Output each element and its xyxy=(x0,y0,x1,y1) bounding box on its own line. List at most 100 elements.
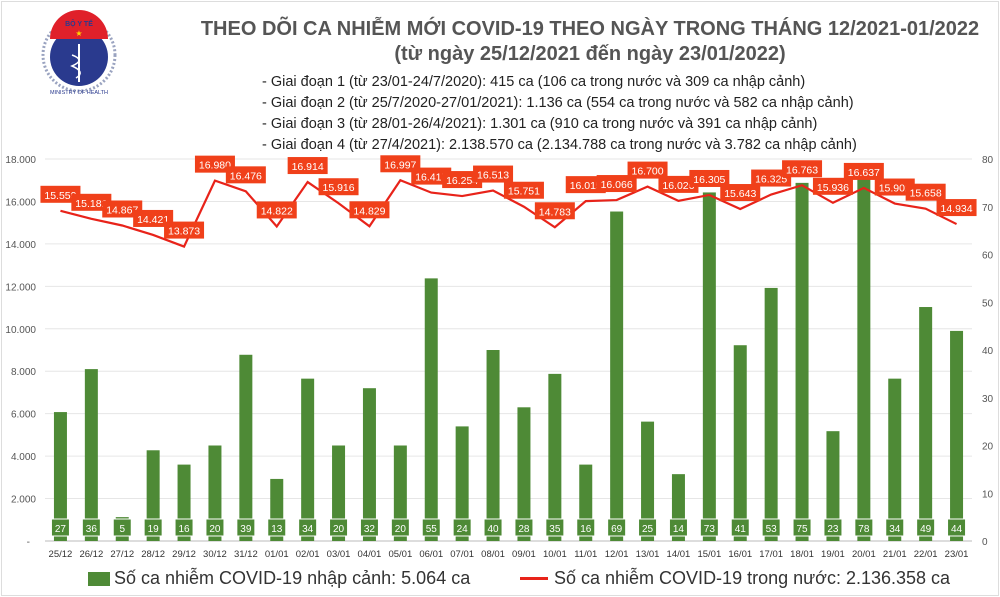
bar-data-label: 23 xyxy=(827,524,839,535)
line-label-box xyxy=(380,155,421,173)
bar-label-box xyxy=(761,518,781,537)
x-axis-tick: 26/12 xyxy=(79,549,103,560)
left-axis-tick: 18.000 xyxy=(5,155,36,166)
bar xyxy=(301,378,315,541)
line-data-label: 16.026 xyxy=(662,180,694,192)
x-axis-tick: 11/01 xyxy=(574,549,597,560)
x-axis-tick: 12/01 xyxy=(605,549,629,560)
phase-note-4: - Giai đoạn 4 (từ 27/4/2021): 2.138.570 … xyxy=(262,137,857,153)
bar xyxy=(239,354,253,541)
line-label-box xyxy=(442,171,483,189)
x-axis-tick: 31/12 xyxy=(234,549,258,560)
line-label-box xyxy=(751,169,792,187)
line-data-label: 16.417 xyxy=(415,172,447,184)
left-axis-tick: 4.000 xyxy=(11,452,36,463)
line-data-label: 16.914 xyxy=(292,161,324,173)
left-axis-tick: 16.000 xyxy=(5,197,36,208)
svg-text:★: ★ xyxy=(75,29,82,38)
bar-data-label: 20 xyxy=(209,524,221,535)
bar-label-box xyxy=(329,518,349,537)
line-label-box xyxy=(782,160,823,178)
line-label-box xyxy=(596,175,637,193)
x-axis-tick: 03/01 xyxy=(327,549,351,560)
bar-label-box xyxy=(792,518,812,537)
bar-data-label: 41 xyxy=(735,524,747,535)
bar-data-label: 44 xyxy=(951,524,963,535)
bar-label-box xyxy=(359,518,379,537)
bar xyxy=(455,426,469,541)
line-data-label: 15.902 xyxy=(879,183,911,195)
bar xyxy=(486,350,500,541)
line-data-label: 16.997 xyxy=(384,159,416,171)
left-axis-tick: 8.000 xyxy=(11,367,36,378)
line-label-box xyxy=(473,165,514,183)
bar-label-box xyxy=(50,518,70,537)
bar-data-label: 20 xyxy=(333,524,345,535)
line-label-box xyxy=(411,167,452,185)
line-data-label: 15.751 xyxy=(508,186,540,198)
line-label-box xyxy=(349,201,390,219)
bar-data-label: 34 xyxy=(889,524,901,535)
bar-label-box xyxy=(81,518,101,537)
bar-label-box xyxy=(143,518,163,537)
phase-note-3: - Giai đoạn 3 (từ 28/01-26/4/2021): 1.30… xyxy=(262,116,818,132)
line-label-box xyxy=(287,157,328,175)
x-axis-tick: 16/01 xyxy=(728,549,752,560)
bar-data-label: 75 xyxy=(796,524,808,535)
bar xyxy=(517,407,531,541)
bar xyxy=(857,168,871,542)
x-axis-tick: 05/01 xyxy=(388,549,412,560)
bar xyxy=(733,345,747,541)
bar-label-box xyxy=(421,518,441,537)
x-axis-tick: 13/01 xyxy=(636,549,660,560)
line-label-box xyxy=(905,183,946,201)
left-axis-tick: 2.000 xyxy=(11,495,36,506)
line-data-label: 15.658 xyxy=(910,188,942,200)
x-axis-tick: 20/01 xyxy=(852,549,876,560)
x-axis-tick: 25/12 xyxy=(49,549,73,560)
bar-data-label: 73 xyxy=(704,524,716,535)
bar-data-label: 14 xyxy=(673,524,685,535)
line-data-label: 15.916 xyxy=(322,182,354,194)
bar xyxy=(548,373,562,541)
line-data-label: 16.763 xyxy=(786,164,818,176)
right-axis-tick: 80 xyxy=(982,155,994,166)
bar xyxy=(332,445,346,541)
line-label-box xyxy=(71,193,112,211)
bar xyxy=(826,431,840,541)
x-axis-tick: 15/01 xyxy=(697,549,721,560)
bar-data-label: 35 xyxy=(549,524,561,535)
bar-label-box xyxy=(545,518,565,537)
bar-data-label: 27 xyxy=(55,524,67,535)
bar-data-label: 20 xyxy=(395,524,407,535)
right-axis-tick: 60 xyxy=(982,251,994,262)
bar-data-label: 49 xyxy=(920,524,932,535)
bar-label-box xyxy=(452,518,472,537)
line-data-label: 14.867 xyxy=(106,204,138,216)
line-data-label: 14.822 xyxy=(261,205,293,217)
bar-label-box xyxy=(638,518,658,537)
line-data-label: 13.873 xyxy=(168,226,200,238)
bar-data-label: 34 xyxy=(302,524,314,535)
bar-data-label: 40 xyxy=(487,524,499,535)
x-axis-tick: 29/12 xyxy=(172,549,196,560)
x-axis-tick: 19/01 xyxy=(821,549,845,560)
x-axis-tick: 17/01 xyxy=(759,549,783,560)
bar-data-label: 78 xyxy=(858,524,870,535)
bar xyxy=(641,421,655,541)
bar-data-label: 5 xyxy=(119,524,125,535)
legend-domestic: Số ca nhiễm COVID-19 trong nước: 2.136.3… xyxy=(520,568,950,589)
ministry-of-health-logo: ★ BỘ Y TẾ MINISTRY OF HEALTH xyxy=(41,10,117,96)
svg-text:MINISTRY OF HEALTH: MINISTRY OF HEALTH xyxy=(50,90,108,96)
line-label-box xyxy=(627,161,668,179)
bar xyxy=(950,330,964,541)
right-axis-tick: 40 xyxy=(982,346,994,357)
bar-label-box xyxy=(112,518,132,537)
bar-label-box xyxy=(236,518,256,537)
x-axis-tick: 07/01 xyxy=(450,549,474,560)
left-axis-tick: 12.000 xyxy=(5,282,36,293)
bar xyxy=(888,378,902,541)
bar-label-box xyxy=(267,518,287,537)
line-data-label: 15.182 xyxy=(75,198,107,210)
